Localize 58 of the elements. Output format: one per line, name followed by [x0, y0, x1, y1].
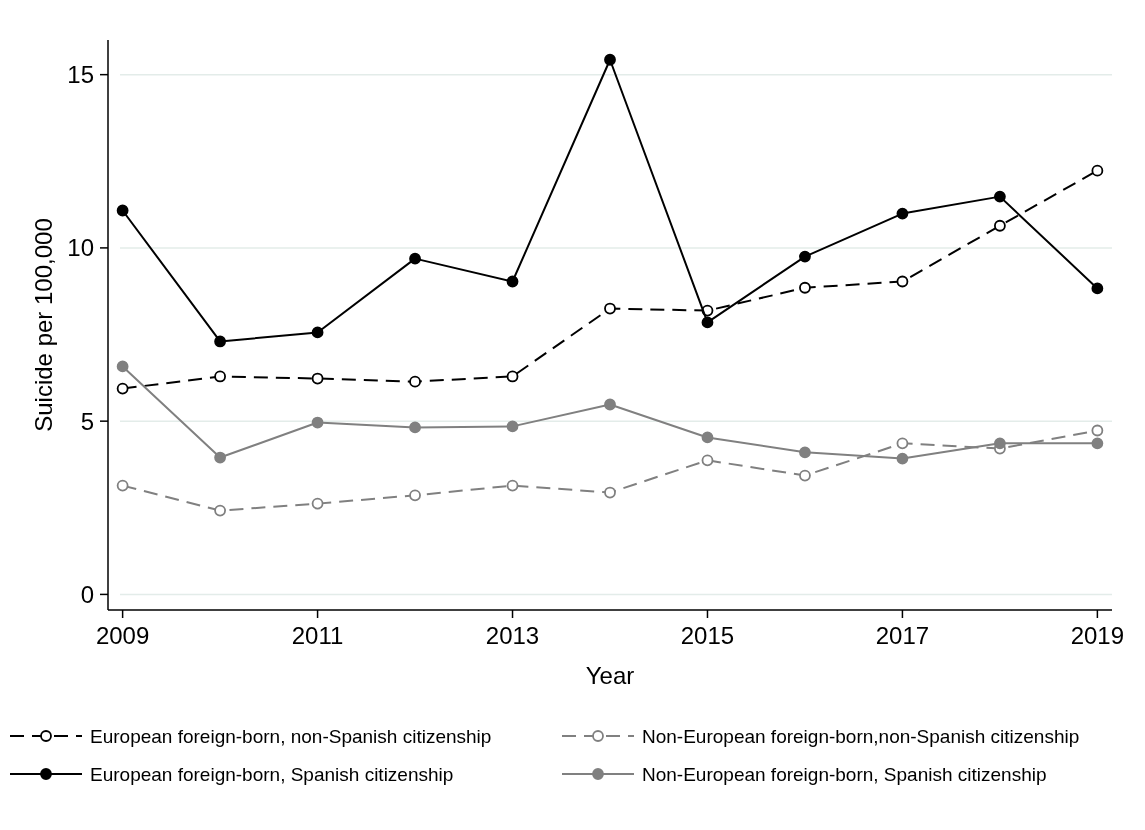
point: [214, 335, 226, 348]
x-tick-label: 2015: [680, 622, 735, 649]
point: [506, 479, 519, 492]
point: [701, 454, 714, 467]
x-tick-label: 2019: [1070, 622, 1125, 649]
point: [506, 275, 519, 288]
point: [604, 398, 616, 411]
point: [1091, 164, 1104, 177]
point: [1091, 437, 1104, 450]
point: [896, 437, 909, 450]
point: [1091, 424, 1104, 437]
point: [506, 420, 519, 433]
legend-label: European foreign-born, Spanish citizenship: [90, 763, 454, 785]
point: [214, 370, 226, 383]
point: [116, 360, 129, 373]
point: [409, 489, 421, 502]
x-axis-title: Year: [585, 662, 635, 689]
point: [214, 504, 226, 517]
point: [604, 302, 616, 315]
point: [799, 469, 811, 482]
point: [214, 451, 226, 464]
point: [994, 190, 1006, 203]
x-tick-label: 2009: [95, 622, 150, 649]
point: [409, 421, 421, 434]
point: [701, 316, 714, 329]
point: [409, 375, 421, 388]
point: [994, 219, 1006, 232]
x-tick-label: 2017: [875, 622, 930, 649]
x-tick-label: 2013: [485, 622, 540, 649]
point: [701, 431, 714, 444]
legend-label: Non-European foreign-born,non-Spanish citizenship: [642, 725, 1080, 747]
point: [799, 281, 811, 294]
point: [604, 486, 616, 499]
point: [799, 250, 811, 263]
y-tick-label: 0: [80, 580, 94, 608]
point: [896, 452, 909, 465]
point: [116, 479, 129, 492]
point: [311, 372, 324, 385]
y-tick-label: 10: [67, 234, 94, 262]
legend-label: European foreign-born, non-Spanish citizenship: [90, 725, 492, 747]
x-tick-label: 2011: [291, 622, 344, 649]
y-tick-label: 15: [67, 61, 94, 89]
point: [409, 252, 421, 265]
y-axis-title: Suicide per 100,000: [30, 218, 57, 432]
point: [1091, 282, 1104, 295]
point: [506, 370, 519, 383]
point: [311, 326, 324, 339]
point: [604, 53, 616, 66]
legend-label: Non-European foreign-born, Spanish citizenship: [642, 763, 1047, 785]
point: [896, 207, 909, 220]
point: [311, 416, 324, 429]
point: [116, 382, 129, 395]
point: [896, 275, 909, 288]
point: [994, 437, 1006, 450]
point: [116, 204, 129, 217]
y-tick-label: 5: [80, 407, 94, 435]
point: [311, 497, 324, 510]
point: [799, 446, 811, 459]
